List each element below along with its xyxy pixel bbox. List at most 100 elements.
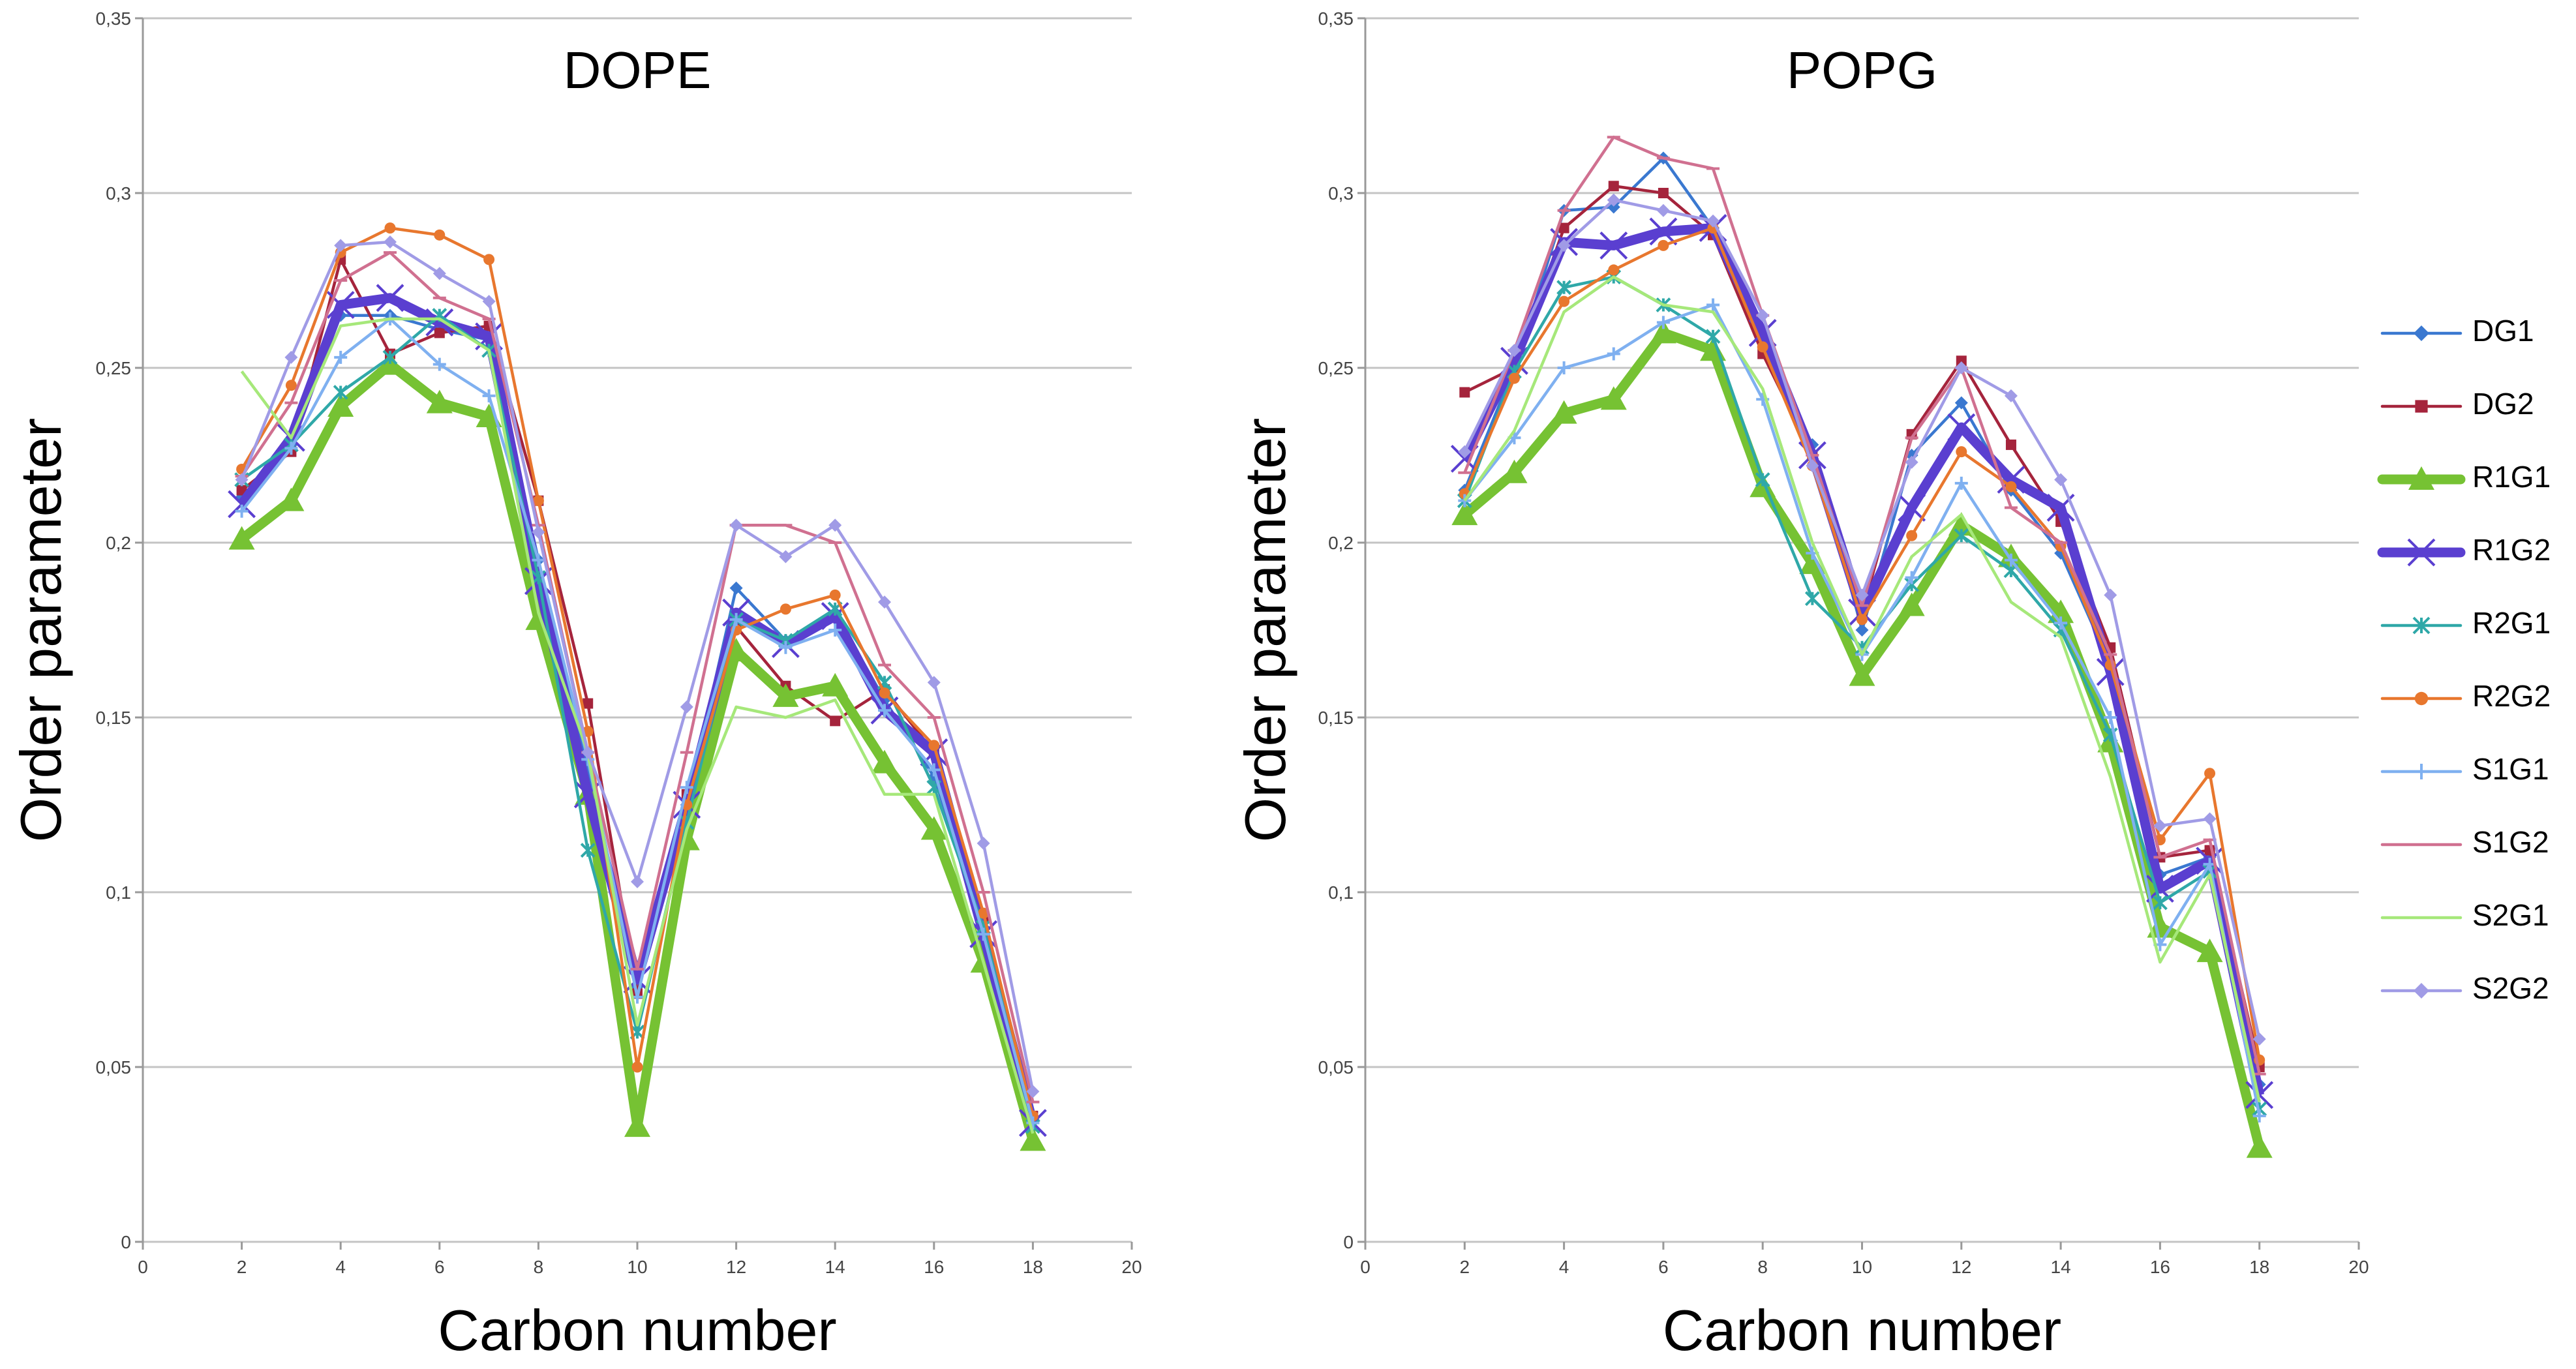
- marker: [829, 589, 841, 601]
- y-tick-label: 0,1: [106, 882, 131, 903]
- x-tick-label: 20: [2348, 1257, 2369, 1277]
- marker: [977, 836, 990, 850]
- marker: [2004, 389, 2018, 402]
- marker: [285, 380, 297, 391]
- y-tick-label: 0,3: [106, 183, 131, 203]
- marker: [2104, 711, 2117, 724]
- legend-marker: [2414, 764, 2429, 779]
- marker: [1954, 528, 1969, 543]
- legend-label: S1G2: [2472, 825, 2549, 859]
- legend-marker: [2412, 616, 2431, 635]
- x-tick-label: 2: [237, 1257, 247, 1277]
- marker: [434, 327, 445, 338]
- x-tick-label: 12: [726, 1257, 746, 1277]
- x-tick-label: 18: [1023, 1257, 1043, 1277]
- marker: [532, 525, 545, 539]
- marker: [384, 222, 396, 234]
- marker: [1806, 459, 1819, 473]
- marker: [2204, 768, 2216, 779]
- y-tick-label: 0,3: [1328, 183, 1354, 203]
- marker: [680, 781, 693, 794]
- marker: [1956, 355, 1967, 367]
- x-tick-label: 10: [1852, 1257, 1872, 1277]
- marker: [822, 672, 849, 697]
- series: [1450, 214, 2274, 1109]
- series: [1451, 320, 2273, 1158]
- series-line: [1460, 223, 2265, 1096]
- y-tick-label: 0,2: [106, 533, 131, 553]
- marker: [779, 550, 793, 564]
- y-tick-label: 0,15: [96, 708, 132, 728]
- marker: [583, 698, 594, 709]
- marker: [821, 602, 849, 630]
- marker: [1849, 662, 1875, 686]
- marker: [2054, 616, 2068, 630]
- marker: [1947, 413, 1976, 442]
- series-line: [1463, 303, 2261, 1117]
- marker: [434, 229, 446, 241]
- series: [240, 317, 1035, 1134]
- series: [235, 312, 1040, 1130]
- x-tick-label: 16: [924, 1257, 944, 1277]
- series: [1458, 193, 2266, 1046]
- marker: [2153, 819, 2167, 833]
- marker: [1855, 624, 1869, 637]
- marker: [631, 875, 644, 888]
- marker: [1649, 217, 1678, 246]
- series: [234, 308, 1040, 1134]
- x-axis-label: Carbon number: [1663, 1298, 2061, 1362]
- chart-title: POPG: [1787, 41, 1937, 99]
- x-tick-label: 20: [1121, 1257, 1142, 1277]
- marker: [278, 487, 305, 511]
- x-tick-label: 2: [1460, 1257, 1470, 1277]
- legend-label: DG1: [2472, 314, 2534, 348]
- marker: [2152, 895, 2168, 910]
- marker: [1599, 231, 1628, 260]
- marker: [284, 442, 298, 455]
- y-tick-label: 0,35: [96, 8, 132, 29]
- marker: [1508, 344, 1521, 357]
- marker: [1551, 400, 1577, 424]
- marker: [1855, 588, 1869, 602]
- marker: [2252, 1109, 2266, 1123]
- legend-label: S2G1: [2472, 898, 2549, 932]
- marker: [425, 308, 454, 337]
- marker: [1607, 347, 1620, 361]
- marker: [334, 239, 348, 252]
- marker: [1954, 396, 1968, 410]
- marker: [779, 640, 793, 654]
- y-tick-label: 0: [121, 1232, 131, 1252]
- marker: [1658, 239, 1669, 251]
- marker: [631, 1061, 643, 1073]
- x-tick-label: 6: [434, 1257, 445, 1277]
- marker: [235, 473, 249, 487]
- marker: [376, 284, 404, 312]
- marker: [228, 490, 256, 519]
- marker: [780, 603, 791, 615]
- series: [235, 235, 1040, 1098]
- marker: [2004, 553, 2018, 567]
- marker: [1026, 1085, 1040, 1098]
- marker: [2096, 657, 2125, 686]
- marker: [334, 350, 348, 364]
- marker: [2203, 812, 2217, 826]
- legend-label: R1G2: [2472, 533, 2551, 567]
- x-tick-label: 0: [138, 1257, 148, 1277]
- x-tick-label: 18: [2249, 1257, 2269, 1277]
- marker: [432, 267, 446, 280]
- y-axis-label: Order parameter: [8, 418, 73, 842]
- marker: [1020, 1127, 1046, 1151]
- legend-marker: [2414, 691, 2429, 706]
- marker: [482, 295, 496, 308]
- marker: [878, 595, 891, 609]
- y-tick-label: 0,25: [1318, 358, 1354, 378]
- marker: [1804, 591, 1820, 607]
- legend-marker: [2415, 400, 2428, 413]
- marker: [284, 350, 298, 364]
- x-tick-label: 8: [534, 1257, 544, 1277]
- marker: [1656, 203, 1670, 217]
- series: [1457, 269, 2267, 1117]
- marker: [384, 235, 397, 249]
- marker: [1706, 298, 1720, 312]
- marker: [1508, 372, 1520, 384]
